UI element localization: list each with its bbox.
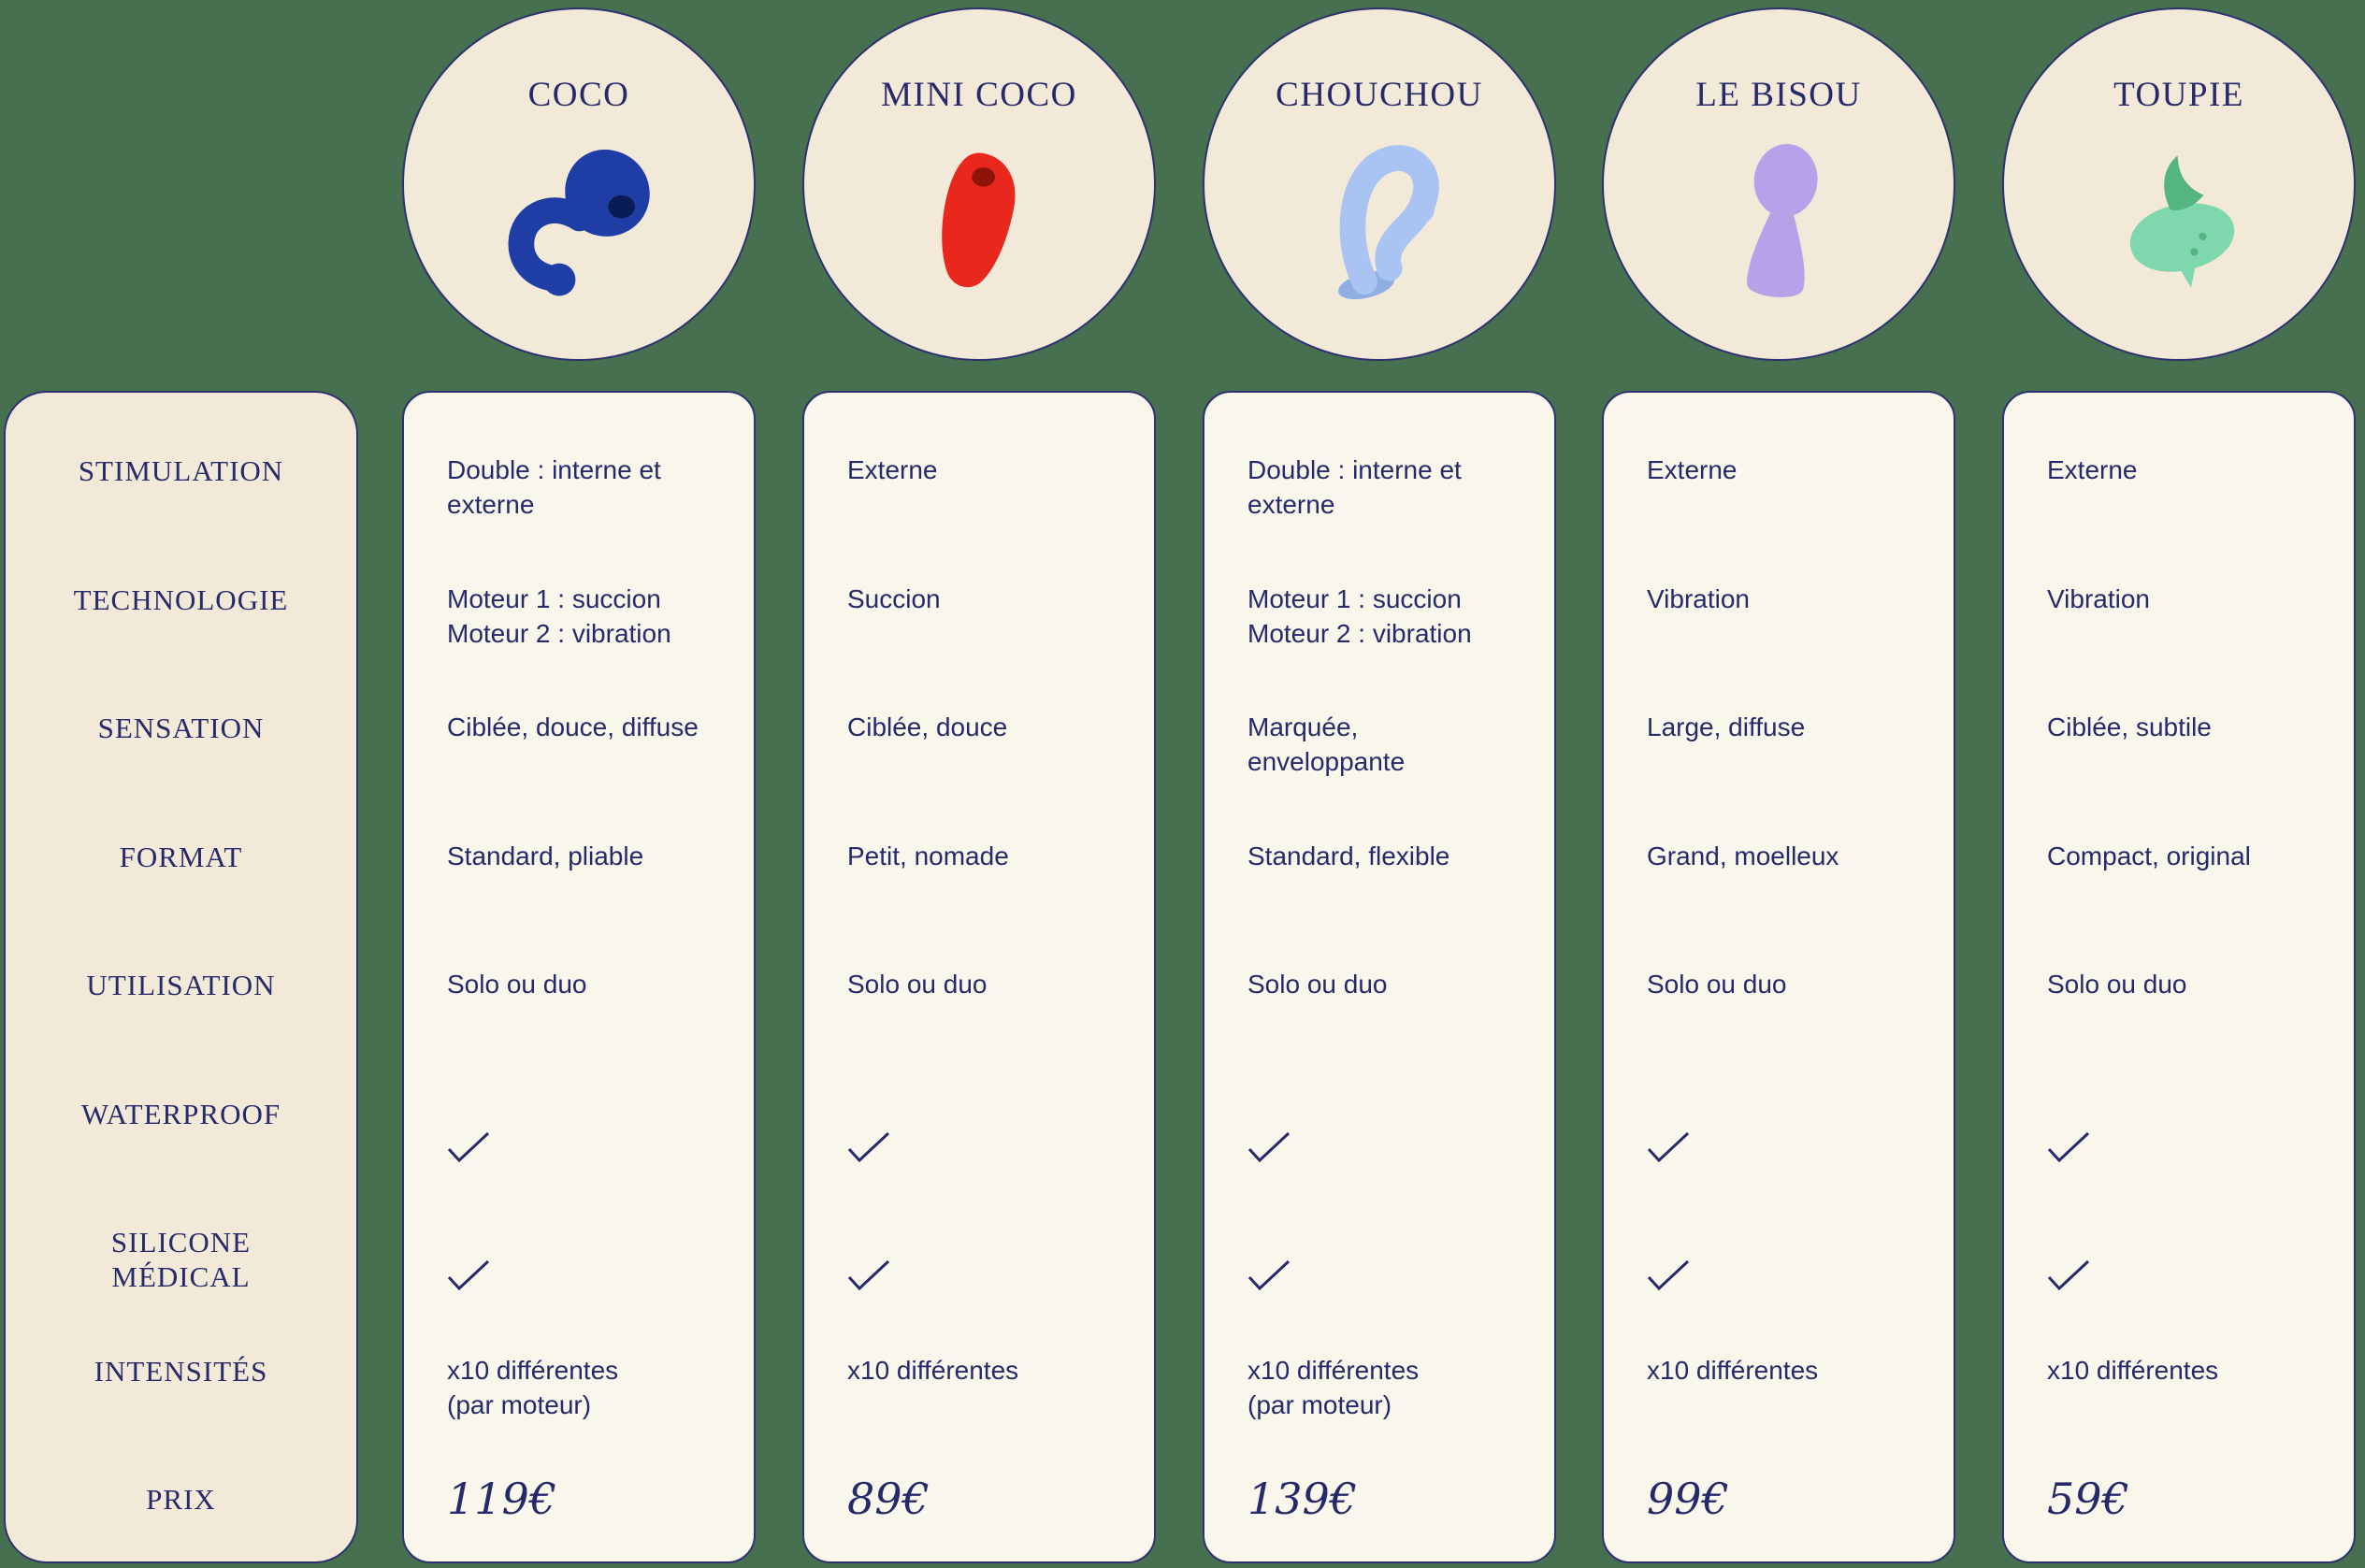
row-label-sensation: SENSATION (97, 712, 265, 744)
cell-intensites: x10 différentes (1647, 1355, 1819, 1385)
cell-waterproof (2004, 1050, 2354, 1179)
product-header-mini-coco: MINI COCO (802, 7, 1156, 361)
cell-waterproof (1604, 1050, 1954, 1179)
row-label-intensites: INTENSITÉS (94, 1354, 268, 1388)
le-bisou-product-image (1746, 144, 1818, 297)
cell-utilisation: Solo ou duo (2047, 970, 2187, 999)
product-header-le-bisou: LE BISOU (1602, 7, 1955, 361)
chouchou-product-image (1337, 145, 1439, 300)
product-column-le-bisou: Externe Vibration Large, diffuse Grand, … (1602, 391, 1955, 1563)
cell-prix: 89€ (847, 1474, 930, 1524)
cell-waterproof (804, 1050, 1154, 1179)
cell-silicone-medical (1204, 1178, 1554, 1307)
row-label-silicone-medical: SILICONE MÉDICAL (110, 1226, 252, 1293)
cell-silicone-medical (404, 1178, 754, 1307)
cell-stimulation: Externe (2047, 455, 2138, 484)
product-header-chouchou: CHOUCHOU (1203, 7, 1556, 361)
cell-prix: 59€ (2047, 1474, 2129, 1524)
product-column-coco: Double : interne et externe Moteur 1 : s… (402, 391, 756, 1563)
row-label-utilisation: UTILISATION (86, 969, 276, 1001)
product-name: COCO (527, 76, 630, 114)
cell-sensation: Large, diffuse (1647, 712, 1806, 741)
cell-waterproof (404, 1050, 754, 1179)
cell-utilisation: Solo ou duo (1247, 970, 1388, 999)
product-column-toupie: Externe Vibration Ciblée, subtile Compac… (2002, 391, 2356, 1563)
product-name: CHOUCHOU (1276, 76, 1483, 114)
cell-sensation: Marquée, enveloppante (1247, 712, 1406, 776)
cell-stimulation: Externe (847, 455, 938, 484)
check-icon (847, 1131, 890, 1162)
cell-format: Standard, flexible (1247, 841, 1450, 870)
cell-utilisation: Solo ou duo (847, 970, 988, 999)
product-column-mini-coco: Externe Succion Ciblée, douce Petit, nom… (802, 391, 1156, 1563)
cell-sensation: Ciblée, douce, diffuse (447, 712, 699, 741)
cell-sensation: Ciblée, subtile (2047, 712, 2212, 741)
cell-intensites: x10 différentes (par moteur) (447, 1355, 619, 1419)
row-label-format: FORMAT (119, 840, 243, 873)
cell-format: Compact, original (2047, 841, 2251, 870)
cell-intensites: x10 différentes (2047, 1355, 2219, 1385)
cell-technologie: Vibration (1647, 583, 1751, 613)
product-header-coco: COCO (402, 7, 756, 361)
cell-utilisation: Solo ou duo (1647, 970, 1787, 999)
check-icon (447, 1131, 490, 1162)
check-icon (847, 1259, 890, 1291)
cell-prix: 99€ (1647, 1474, 1729, 1524)
cell-format: Standard, pliable (447, 841, 644, 870)
cell-prix: 119€ (447, 1474, 557, 1524)
product-header-toupie: TOUPIE (2002, 7, 2356, 361)
cell-stimulation: Double : interne et externe (1247, 455, 1462, 519)
cell-technologie: Vibration (2047, 583, 2151, 613)
check-icon (1647, 1131, 1690, 1162)
check-icon (447, 1259, 490, 1291)
cell-format: Petit, nomade (847, 841, 1009, 870)
cell-technologie: Moteur 1 : succion Moteur 2 : vibration (447, 583, 671, 648)
check-icon (1247, 1259, 1291, 1291)
check-icon (1647, 1259, 1690, 1291)
row-label-waterproof: WATERPROOF (80, 1097, 281, 1130)
row-label-technologie: TECHNOLOGIE (73, 583, 289, 616)
product-name: MINI COCO (881, 76, 1077, 114)
cell-sensation: Ciblée, douce (847, 712, 1008, 741)
row-labels-card: STIMULATION TECHNOLOGIE SENSATION FORMAT… (4, 391, 358, 1563)
check-icon (2047, 1259, 2090, 1291)
cell-intensites: x10 différentes (847, 1355, 1019, 1385)
mini-coco-product-image (941, 152, 1015, 288)
product-column-chouchou: Double : interne et externe Moteur 1 : s… (1203, 391, 1556, 1563)
coco-product-image (508, 149, 650, 296)
cell-format: Grand, moelleux (1647, 841, 1839, 870)
cell-technologie: Moteur 1 : succion Moteur 2 : vibration (1247, 583, 1472, 648)
cell-silicone-medical (1604, 1178, 1954, 1307)
row-label-prix: PRIX (146, 1483, 216, 1516)
cell-silicone-medical (804, 1178, 1154, 1307)
product-name: TOUPIE (2113, 76, 2244, 114)
cell-stimulation: Externe (1647, 455, 1738, 484)
cell-technologie: Succion (847, 583, 941, 613)
row-label-stimulation: STIMULATION (78, 454, 284, 487)
check-icon (2047, 1131, 2090, 1162)
toupie-product-image (2129, 155, 2234, 288)
cell-intensites: x10 différentes (par moteur) (1247, 1355, 1420, 1419)
product-name: LE BISOU (1695, 76, 1862, 114)
cell-utilisation: Solo ou duo (447, 970, 587, 999)
check-icon (1247, 1131, 1291, 1162)
cell-waterproof (1204, 1050, 1554, 1179)
cell-prix: 139€ (1247, 1474, 1358, 1524)
cell-silicone-medical (2004, 1178, 2354, 1307)
cell-stimulation: Double : interne et externe (447, 455, 661, 519)
